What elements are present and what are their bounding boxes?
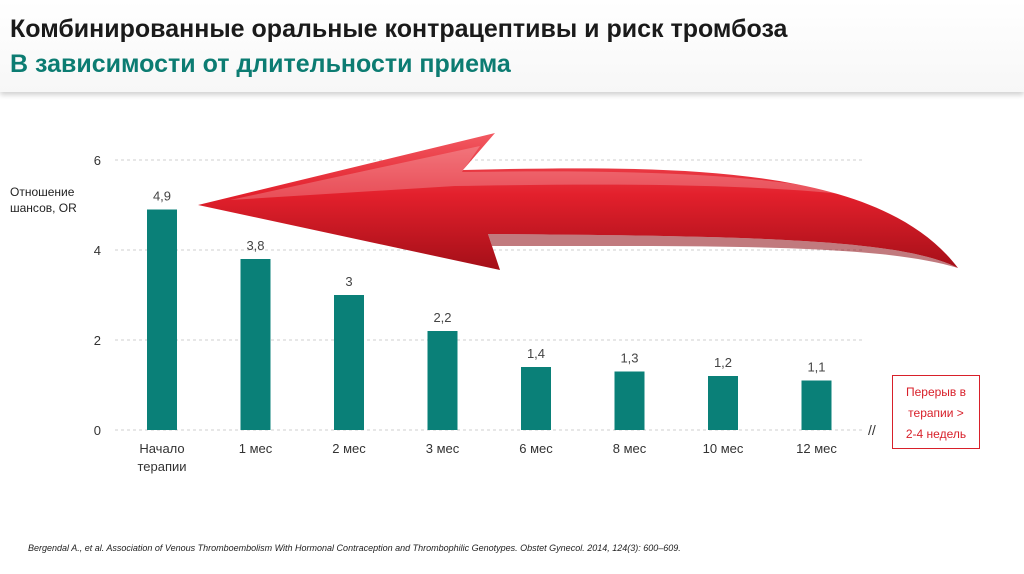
x-axis-ticks: Начало терапии 1 мес 2 мес 3 мес 6 мес 8 мес 10… <box>137 441 837 474</box>
x-tick-label: 1 мес <box>239 441 273 456</box>
bar <box>334 295 364 430</box>
x-tick-label: терапии <box>137 459 186 474</box>
bar-value-label: 1,3 <box>620 351 638 366</box>
x-tick-label: 8 мес <box>613 441 647 456</box>
bar <box>240 259 271 430</box>
y-tick-label: 6 <box>94 153 101 168</box>
bar-value-label: 1,4 <box>527 346 545 361</box>
bar <box>147 209 177 430</box>
bar <box>521 367 551 430</box>
y-axis-label-line: шансов, OR <box>10 201 77 215</box>
note-line: Перерыв в <box>905 385 967 399</box>
axis-break-mark: // <box>868 422 876 438</box>
citation: Bergendal A., et al. Association of Veno… <box>28 543 681 553</box>
x-tick-label: 10 мес <box>703 441 744 456</box>
x-tick-label: 12 мес <box>796 441 837 456</box>
bar <box>708 376 738 430</box>
bars <box>147 209 832 430</box>
y-tick-label: 4 <box>94 243 101 258</box>
header-bar: Комбинированные оральные контрацептивы и… <box>0 0 1024 92</box>
bar-value-label: 1,1 <box>807 360 825 375</box>
y-tick-label: 2 <box>94 333 101 348</box>
x-tick-label: 2 мес <box>332 441 366 456</box>
red-arrow-shape <box>198 133 958 270</box>
page-title: Комбинированные оральные контрацептивы и… <box>10 15 788 43</box>
bar <box>801 380 832 430</box>
red-arrow-highlight <box>230 146 860 200</box>
therapy-break-note: Перерыв в терапии > 2-4 недель <box>892 375 980 449</box>
trend-arrow <box>198 133 958 270</box>
bar-value-label: 4,9 <box>153 189 171 204</box>
x-tick-label: 6 мес <box>519 441 553 456</box>
y-axis-label: Отношение шансов, OR <box>10 184 90 216</box>
bar-value-label: 1,2 <box>714 355 732 370</box>
y-axis-ticks: 0 2 4 6 <box>94 153 101 438</box>
page-subtitle: В зависимости от длительности приема <box>10 50 511 78</box>
x-tick-label: 3 мес <box>426 441 460 456</box>
bar <box>614 371 645 430</box>
bar-value-label: 3,8 <box>246 238 264 253</box>
red-arrow-shadow <box>488 234 958 268</box>
bar-value-label: 2,2 <box>433 310 451 325</box>
note-line: 2-4 недель <box>905 427 967 441</box>
y-axis-label-line: Отношение <box>10 185 75 199</box>
bar-value-label: 3 <box>345 274 352 289</box>
data-labels: 4,9 3,8 3 2,2 1,4 1,3 1,2 1,1 <box>153 189 826 375</box>
bar <box>427 331 458 430</box>
x-tick-label: Начало <box>139 441 184 456</box>
note-line: терапии > <box>908 406 964 420</box>
y-tick-label: 0 <box>94 423 101 438</box>
